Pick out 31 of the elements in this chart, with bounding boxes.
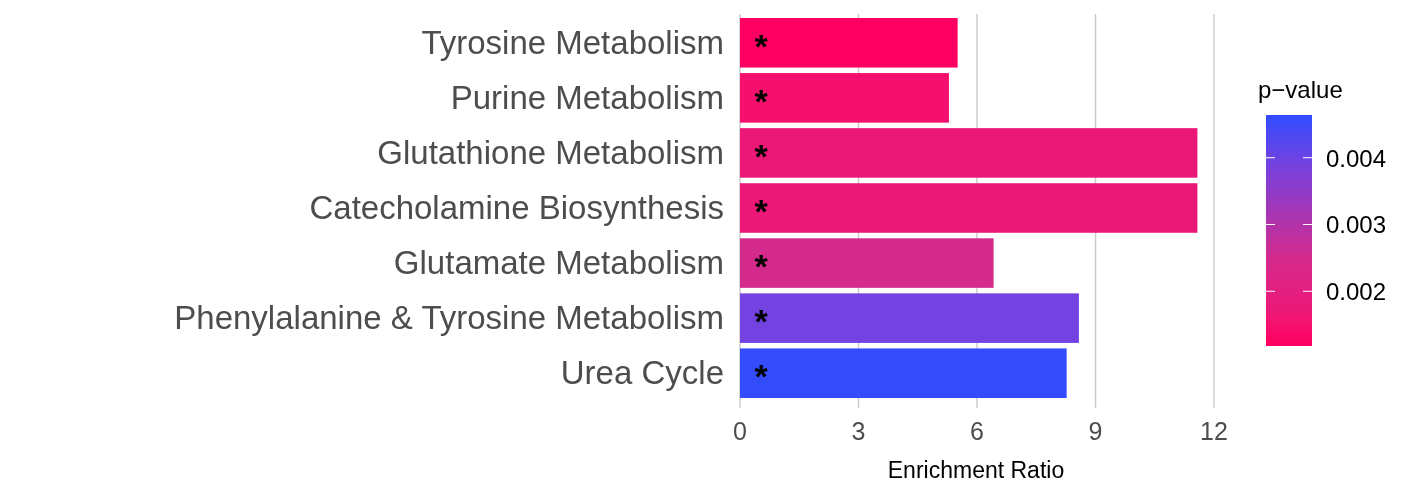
bar (740, 128, 1198, 178)
y-tick-label: Catecholamine Biosynthesis (309, 189, 724, 226)
annotation: * (754, 247, 769, 286)
annotation: * (754, 302, 769, 341)
bar (740, 183, 1198, 233)
color-bar-title: p−value (1258, 76, 1343, 103)
color-bar-label: 0.004 (1326, 144, 1387, 172)
annotation: * (754, 26, 769, 65)
y-tick-label: Glutathione Metabolism (377, 133, 724, 171)
y-tick-label: Phenylalanine & Tyrosine Metabolism (174, 299, 724, 337)
x-tick-label: 9 (1088, 417, 1103, 445)
bar (740, 73, 949, 123)
bar (740, 238, 994, 288)
x-tick-label: 3 (851, 417, 866, 445)
bar (740, 293, 1079, 343)
y-tick-label: Purine Metabolism (450, 78, 724, 116)
color-bar-label: 0.002 (1326, 278, 1387, 306)
bar (740, 18, 958, 68)
y-tick-label: Glutamate Metabolism (393, 244, 724, 282)
x-tick-label: 0 (733, 417, 747, 445)
x-tick-label: 6 (970, 417, 984, 445)
annotation: * (754, 357, 769, 396)
x-axis-title: Enrichment Ratio (887, 457, 1065, 483)
color-bar-label: 0.003 (1326, 211, 1387, 239)
x-tick-label: 12 (1200, 417, 1228, 445)
annotation: * (754, 136, 769, 175)
annotation: * (754, 81, 769, 120)
y-tick-label: Urea Cycle (560, 354, 724, 392)
y-tick-label: Tyrosine Metabolism (421, 23, 724, 61)
annotation: * (754, 192, 769, 230)
bar (740, 348, 1067, 398)
